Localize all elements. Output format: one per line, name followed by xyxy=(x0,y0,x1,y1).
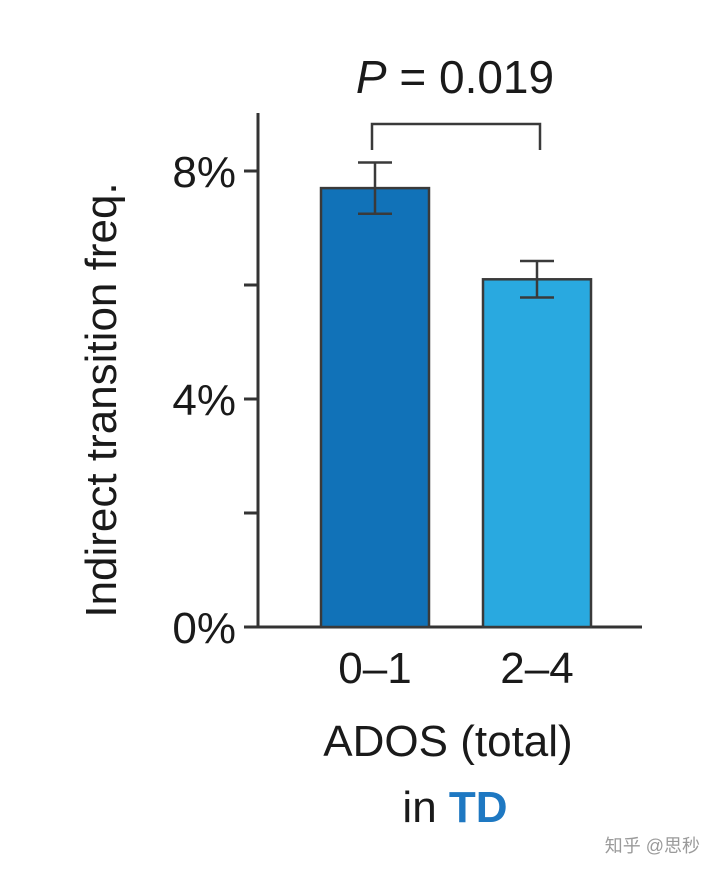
x-tick-label: 2–4 xyxy=(500,644,573,693)
y-tick-label: 4% xyxy=(172,376,236,425)
bar xyxy=(319,186,431,629)
p-value-symbol: P xyxy=(356,51,387,103)
x-axis-label: ADOS (total) xyxy=(323,717,572,766)
x-axis-group-label: in TD xyxy=(402,783,507,832)
significance-bracket xyxy=(370,122,542,150)
error-bars xyxy=(358,161,554,299)
bars xyxy=(319,186,593,629)
bar xyxy=(481,278,593,629)
y-axis-label: Indirect transition freq. xyxy=(77,182,126,617)
p-value-label: P = 0.019 xyxy=(356,51,554,103)
x-axis-group-prefix: in xyxy=(402,783,448,832)
labels: Indirect transition freq. ADOS (total) i… xyxy=(77,51,700,856)
y-tick-label: 0% xyxy=(172,604,236,653)
axes: 0% 4% 8% 0–1 2–4 xyxy=(172,113,642,693)
x-axis-group-name: TD xyxy=(449,783,508,832)
watermark-text: 知乎 @思秒 xyxy=(605,836,700,856)
x-tick-label: 0–1 xyxy=(338,644,411,693)
p-value-text: = 0.019 xyxy=(399,51,554,103)
y-tick-label: 8% xyxy=(172,148,236,197)
